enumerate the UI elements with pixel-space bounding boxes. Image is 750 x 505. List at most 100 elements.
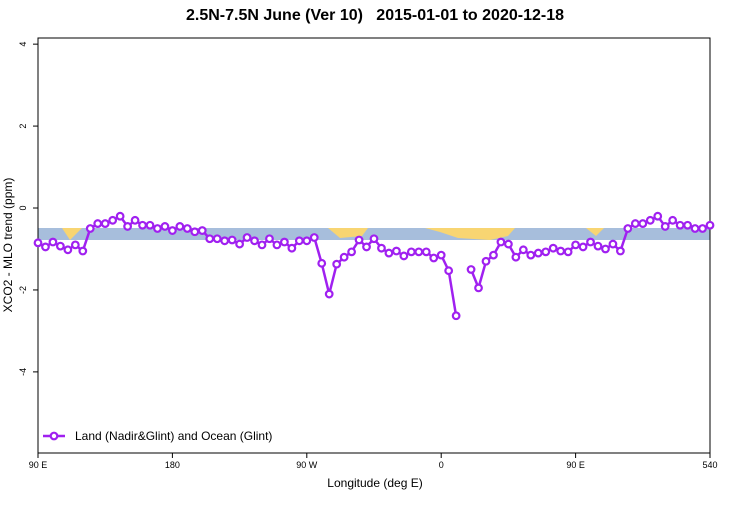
x-axis-label: Longitude (deg E) [327,476,422,490]
data-point [257,240,267,250]
data-point [645,215,655,225]
data-point [548,243,558,253]
data-point [630,219,640,228]
x-tick-label: 90 E [566,460,585,470]
data-point [100,219,110,228]
y-tick-label: 4 [18,42,28,47]
legend-label: Land (Nadir&Glint) and Ocean (Glint) [75,429,272,443]
data-point [377,243,386,253]
y-axis-label: XCO2 - MLO trend (ppm) [1,178,15,313]
data-point [280,237,289,247]
data-point [167,226,177,235]
data-point [429,253,439,263]
data-point [317,258,327,268]
data-point [489,250,498,260]
data-point [93,219,103,228]
data-point [526,250,536,260]
data-point [593,241,603,251]
data-point [392,246,401,256]
data-point [78,246,88,256]
data-point [160,222,170,231]
data-point [70,240,80,250]
data-point [309,233,319,242]
data-point [690,224,700,233]
data-point [638,219,648,228]
data-point [660,222,670,231]
data-point [496,237,506,247]
data-point [421,247,431,257]
data-point [287,243,297,253]
data-point [563,247,573,257]
data-point [347,247,357,257]
data-point [556,246,566,256]
y-tick-label: 2 [18,124,28,129]
data-point [414,247,424,257]
data-point [250,236,259,246]
data-point [608,239,618,249]
x-tick-label: 180 [165,460,180,470]
data-point [698,224,707,233]
data-point [265,234,274,244]
data-point [294,236,304,246]
data-point [85,224,95,233]
chart-title: 2.5N-7.5N June (Ver 10) 2015-01-01 to 20… [186,7,564,24]
data-point [123,222,132,231]
data-point [138,220,147,230]
data-point [474,283,483,293]
data-point [63,245,73,255]
y-tick-label: -2 [18,286,28,294]
data-point [145,220,155,230]
data-point [369,234,379,244]
data-point [451,311,461,321]
data-point [153,224,162,233]
data-point [235,239,245,249]
data-point [227,235,237,245]
data-point [175,222,185,231]
data-point [705,220,715,230]
data-point [436,250,446,260]
data-point [623,224,633,233]
data-point [362,242,371,252]
data-point [108,215,118,225]
data-point [683,220,692,230]
data-point [182,224,192,233]
data-point [541,247,551,257]
data-point [272,240,282,250]
y-tick-label: -4 [18,368,28,376]
data-point [578,242,588,252]
x-tick-label: 540 [702,460,717,470]
data-point [41,242,50,252]
data-point [220,236,230,246]
data-point [518,245,528,255]
x-tick-label: 0 [439,460,444,470]
data-point [339,252,349,262]
x-tick-label: 90 W [296,460,318,470]
data-point [212,234,222,244]
data-point [668,215,678,225]
data-point [197,226,207,235]
y-tick-label: 0 [18,206,28,211]
data-point [302,236,312,246]
data-point [33,238,43,248]
data-point [481,256,491,266]
data-point [205,234,215,244]
data-point [653,211,663,221]
data-point [601,244,610,254]
data-point [586,237,595,247]
data-point [242,233,252,242]
data-point [616,246,625,256]
data-point [504,239,513,249]
data-point [406,247,416,257]
data-point [466,265,476,274]
data-point [354,235,364,245]
data-point [190,227,200,237]
data-point [571,240,580,250]
data-point [533,248,543,258]
data-point [399,251,409,261]
data-point [56,241,65,251]
x-tick-label: 90 E [29,460,48,470]
data-point [332,259,342,269]
data-point [444,266,454,276]
data-point [115,211,125,221]
